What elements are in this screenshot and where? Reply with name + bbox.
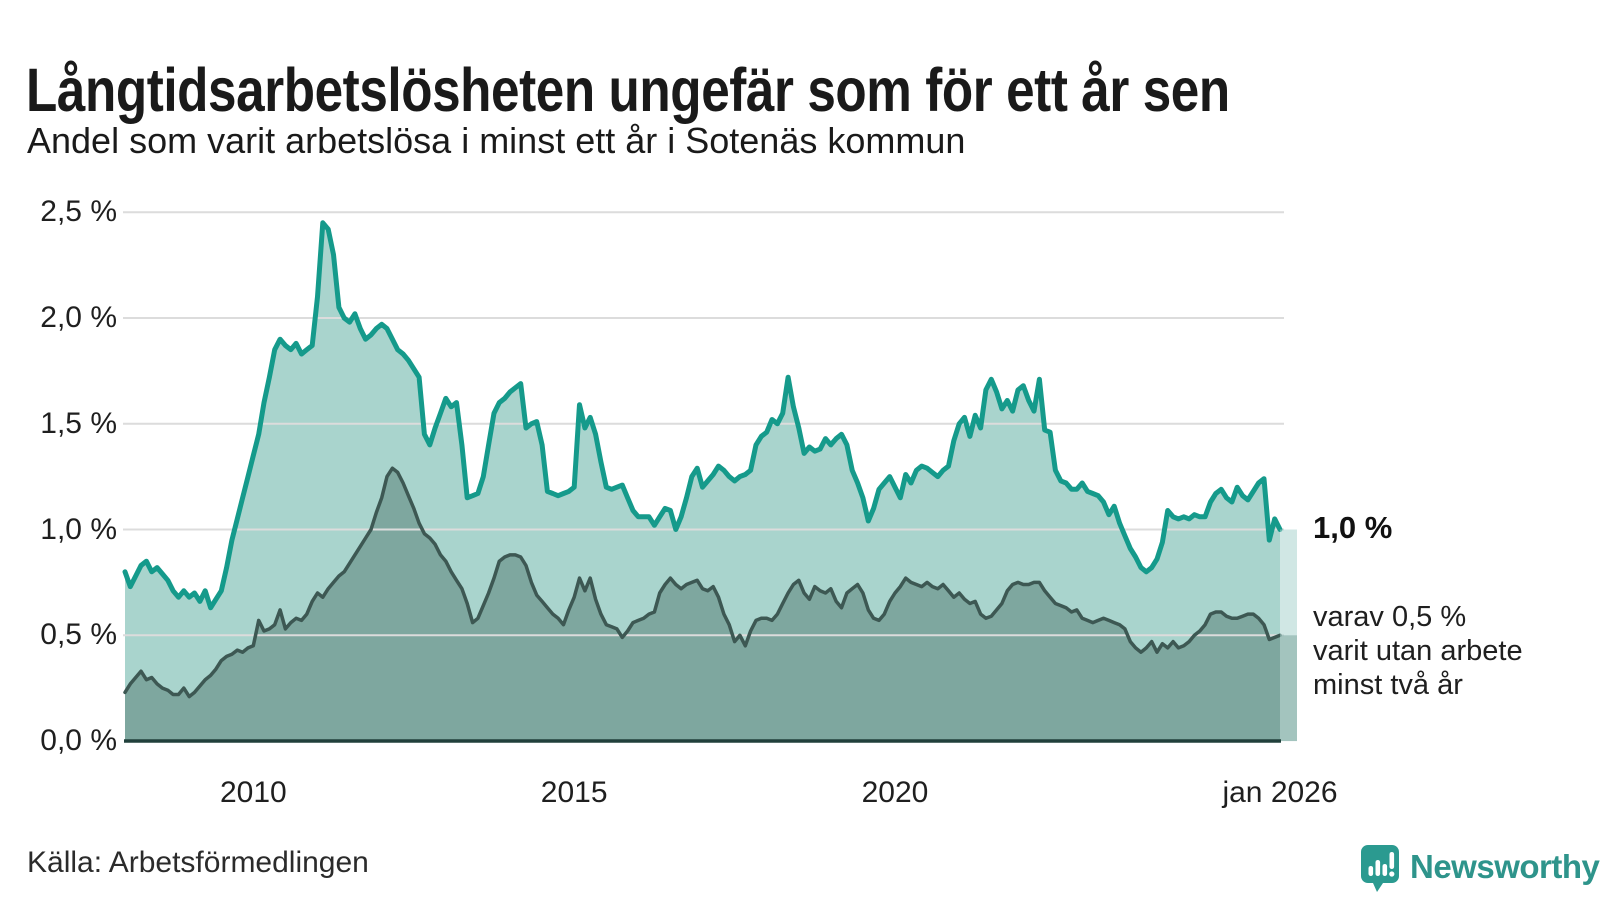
x-tick-label-2020: 2020 <box>861 776 929 809</box>
series-twoyear-area <box>125 468 1280 741</box>
y-tick-label-1: 1,0 % <box>40 512 117 546</box>
page-subtitle: Andel som varit arbetslösa i minst ett å… <box>27 120 966 161</box>
y-tick-label-2.5: 2,5 % <box>40 195 117 229</box>
newsworthy-logo: Newsworthy <box>1360 842 1600 896</box>
x-tick-label-2010: 2010 <box>219 776 287 809</box>
y-tick-label-0: 0,0 % <box>40 724 117 757</box>
last-value-label: 1,0 % <box>1313 510 1393 545</box>
series-twoyear-line <box>123 466 1282 699</box>
page-title: Långtidsarbetslösheten ungefär som för e… <box>26 55 1230 124</box>
newsworthy-logo-icon <box>1361 845 1399 892</box>
y-tick-label-1.5: 1,5 % <box>40 406 117 440</box>
series-total-line <box>122 220 1283 611</box>
y-tick-label-0.5: 0,5 % <box>40 618 117 652</box>
x-tick-label-2015: 2015 <box>540 776 608 809</box>
twoyear-area-fade <box>1280 635 1297 742</box>
annotation-note: varav 0,5 % varit utan arbete minst två … <box>1313 601 1523 701</box>
x-tick-label-jan-2026: jan 2026 <box>1222 776 1338 809</box>
y-tick-label-2: 2,0 % <box>40 301 117 334</box>
source-attribution: Källa: Arbetsförmedlingen <box>27 846 369 879</box>
newsworthy-logo-text: Newsworthy <box>1410 848 1600 885</box>
